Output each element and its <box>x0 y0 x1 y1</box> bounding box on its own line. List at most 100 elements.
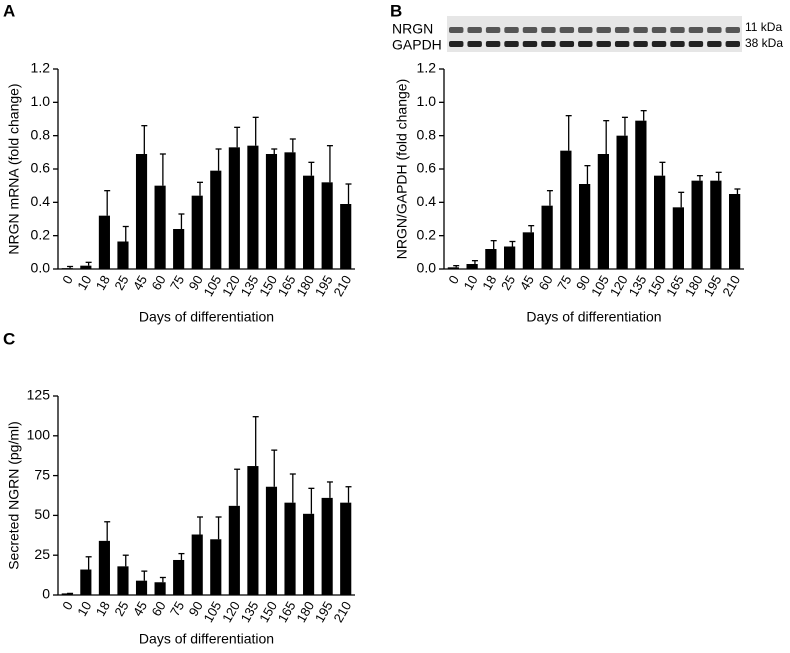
y-tick-label: 0 <box>42 586 50 602</box>
blot-band <box>707 41 722 47</box>
x-tick-label: 120 <box>607 273 631 299</box>
bar <box>154 582 166 595</box>
x-axis-label: Days of differentiation <box>526 309 661 325</box>
x-tick-label: 90 <box>186 273 206 293</box>
bar <box>321 497 333 595</box>
x-tick-label: 90 <box>186 599 206 619</box>
blot-row-label: GAPDH <box>392 37 442 53</box>
x-tick-label: 0 <box>59 273 76 287</box>
x-tick-label: 195 <box>701 273 725 299</box>
x-tick-label: 165 <box>275 273 299 299</box>
bar <box>729 194 741 269</box>
y-tick-label: 0.2 <box>417 226 437 242</box>
bar <box>466 264 478 269</box>
bar <box>284 502 296 595</box>
bar <box>560 150 572 269</box>
bar <box>135 580 148 595</box>
x-tick-label: 180 <box>293 599 317 625</box>
x-tick-label: 60 <box>535 273 555 293</box>
blot-band <box>688 41 704 47</box>
x-tick-label: 105 <box>201 273 225 299</box>
blot-band <box>467 27 482 33</box>
y-tick-label: 0.0 <box>31 260 51 276</box>
panel-label: C <box>3 329 15 348</box>
bar <box>504 246 516 269</box>
x-tick-label: 60 <box>148 599 168 619</box>
bar <box>210 170 222 269</box>
x-tick-label: 25 <box>111 273 131 293</box>
bar <box>154 185 166 269</box>
y-tick-label: 1.0 <box>31 93 51 109</box>
bar <box>61 268 73 269</box>
bar <box>303 175 315 269</box>
blot-band <box>651 27 667 33</box>
x-tick-label: 180 <box>682 273 706 299</box>
bar <box>654 175 666 269</box>
x-tick-label: 10 <box>460 273 480 293</box>
x-tick-label: 10 <box>74 599 94 619</box>
blot-band <box>449 27 464 33</box>
x-tick-label: 60 <box>148 273 168 293</box>
bar <box>710 180 722 269</box>
blot-row-label: NRGN <box>392 21 433 37</box>
blot-band <box>578 27 593 33</box>
bar <box>321 182 333 269</box>
bar <box>173 229 185 269</box>
x-tick-label: 180 <box>293 273 317 299</box>
bar <box>616 135 628 269</box>
blot-band <box>614 27 630 33</box>
x-tick-label: 195 <box>312 599 336 625</box>
bar <box>210 539 222 595</box>
bar <box>117 241 129 269</box>
blot-band <box>559 41 575 47</box>
y-tick-label: 0.0 <box>417 260 437 276</box>
bar <box>98 540 110 595</box>
x-tick-label: 165 <box>663 273 687 299</box>
x-tick-label: 195 <box>312 273 336 299</box>
blot-band <box>485 27 501 33</box>
bar <box>579 184 591 269</box>
blot-band <box>725 41 740 47</box>
blot-band <box>449 41 464 47</box>
x-tick-label: 75 <box>167 599 187 619</box>
x-tick-label: 105 <box>588 273 612 299</box>
bar <box>541 205 553 269</box>
bar <box>61 593 73 595</box>
blot-band <box>670 41 685 47</box>
x-tick-label: 25 <box>498 273 518 293</box>
blot-band <box>504 41 519 47</box>
bar <box>284 152 296 269</box>
blot-band <box>485 41 501 47</box>
x-tick-label: 0 <box>59 599 76 613</box>
blot-band <box>688 27 704 33</box>
x-tick-label: 75 <box>167 273 187 293</box>
x-tick-label: 210 <box>330 599 354 625</box>
blot-size-label: 11 kDa <box>745 20 782 34</box>
y-tick-label: 1.2 <box>417 60 437 76</box>
y-tick-label: 1.0 <box>417 93 437 109</box>
bar <box>691 180 703 269</box>
x-tick-label: 120 <box>219 599 243 625</box>
bar <box>340 204 352 269</box>
bar <box>635 120 647 270</box>
panel-label: B <box>390 1 402 20</box>
x-tick-label: 150 <box>256 599 280 625</box>
y-tick-label: 25 <box>34 546 50 562</box>
bar <box>303 513 315 595</box>
blot-band <box>633 27 648 33</box>
bar <box>228 505 240 595</box>
x-tick-label: 135 <box>238 599 262 625</box>
bar <box>80 265 92 269</box>
x-tick-label: 150 <box>256 273 280 299</box>
y-tick-label: 0.4 <box>31 193 51 209</box>
blot-size-label: 38 kDa <box>745 36 783 50</box>
blot-band <box>541 27 556 33</box>
blot-band <box>522 41 538 47</box>
blot-band <box>707 27 722 33</box>
bar <box>340 502 352 595</box>
y-tick-label: 1.2 <box>31 60 51 76</box>
bar <box>191 195 203 269</box>
y-tick-label: 125 <box>27 387 51 403</box>
x-tick-label: 10 <box>74 273 94 293</box>
